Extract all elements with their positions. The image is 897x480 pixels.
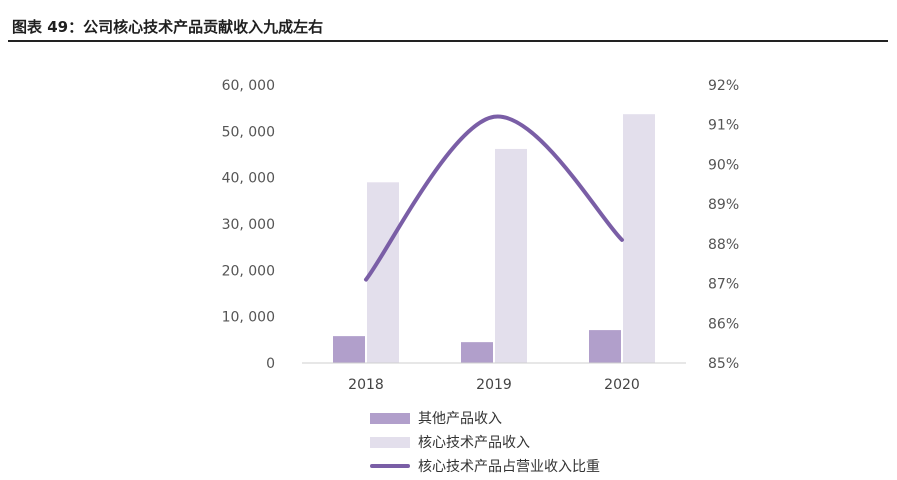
legend-label-core: 核心技术产品收入 (418, 435, 530, 451)
y2-tick-label: 90% (708, 157, 739, 173)
title-bar: 图表 49：公司核心技术产品贡献收入九成左右 (8, 10, 888, 42)
legend-label-ratio: 核心技术产品占营业收入比重 (418, 459, 600, 475)
bar-other (461, 342, 493, 363)
y-tick-label: 0 (266, 356, 275, 372)
legend-swatch-ratio (370, 464, 410, 468)
y2-tick-label: 91% (708, 118, 739, 134)
y-tick-label: 20, 000 (222, 263, 275, 279)
bar-core (623, 114, 655, 363)
bar-other (333, 336, 365, 363)
y-tick-label: 10, 000 (222, 310, 275, 326)
y2-tick-label: 87% (708, 277, 739, 293)
y2-tick-label: 88% (708, 237, 739, 253)
y2-tick-label: 92% (708, 78, 739, 94)
legend-item-ratio: 核心技术产品占营业收入比重 (370, 454, 600, 478)
y-tick-label: 40, 000 (222, 171, 275, 187)
legend-item-other: 其他产品收入 (370, 406, 600, 430)
legend-item-core: 核心技术产品收入 (370, 430, 600, 454)
y2-tick-label: 85% (708, 356, 739, 372)
legend-swatch-core (370, 436, 410, 448)
y-tick-label: 50, 000 (222, 124, 275, 140)
y2-tick-label: 89% (708, 197, 739, 213)
legend-label-other: 其他产品收入 (418, 411, 502, 427)
legend-swatch-other (370, 412, 410, 424)
y-tick-label: 30, 000 (222, 217, 275, 233)
bar-other (589, 330, 621, 363)
y2-tick-label: 86% (708, 316, 739, 332)
x-tick-label: 2018 (348, 377, 384, 393)
chart-legend: 其他产品收入 核心技术产品收入 核心技术产品占营业收入比重 (370, 406, 600, 478)
y-tick-label: 60, 000 (222, 78, 275, 94)
ratio-line (364, 114, 624, 282)
x-tick-label: 2019 (476, 377, 512, 393)
bar-core (495, 148, 527, 363)
chart: 0 10, 000 20, 000 30, 000 40, 000 50, 000 60, … (222, 78, 740, 393)
x-tick-label: 2020 (604, 377, 640, 393)
page-title: 图表 49：公司核心技术产品贡献收入九成左右 (12, 18, 324, 36)
